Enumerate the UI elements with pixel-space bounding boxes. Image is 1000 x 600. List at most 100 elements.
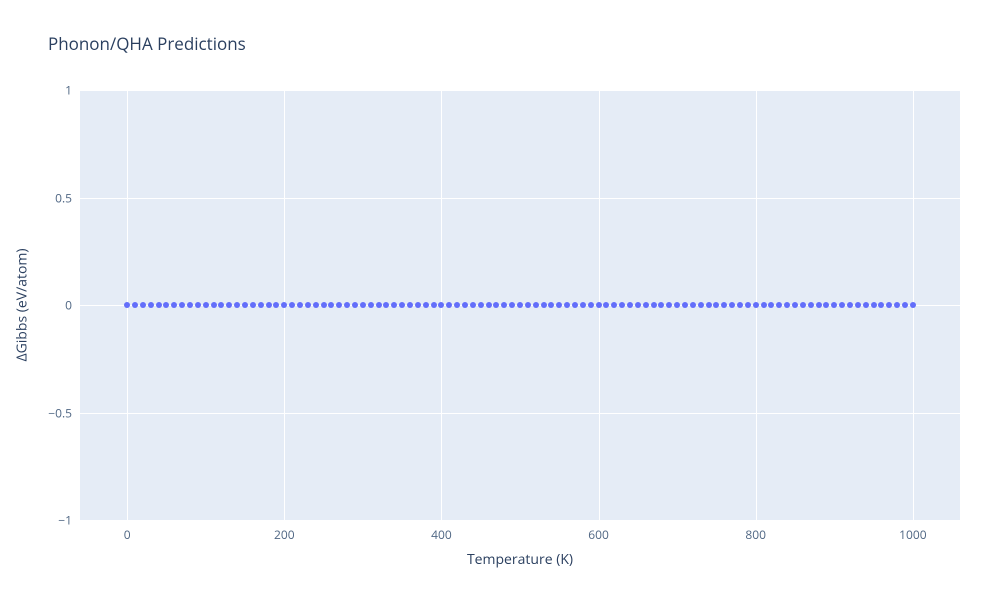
data-point[interactable]	[690, 302, 696, 308]
data-point[interactable]	[698, 302, 704, 308]
data-point[interactable]	[651, 302, 657, 308]
data-point[interactable]	[564, 302, 570, 308]
data-point[interactable]	[839, 302, 845, 308]
data-point[interactable]	[195, 302, 201, 308]
data-point[interactable]	[682, 302, 688, 308]
data-point[interactable]	[533, 302, 539, 308]
data-point[interactable]	[611, 302, 617, 308]
data-point[interactable]	[470, 302, 476, 308]
data-point[interactable]	[847, 302, 853, 308]
data-point[interactable]	[886, 302, 892, 308]
data-point[interactable]	[313, 302, 319, 308]
data-point[interactable]	[376, 302, 382, 308]
data-point[interactable]	[588, 302, 594, 308]
data-point[interactable]	[831, 302, 837, 308]
data-point[interactable]	[878, 302, 884, 308]
data-point[interactable]	[368, 302, 374, 308]
data-point[interactable]	[493, 302, 499, 308]
data-point[interactable]	[729, 302, 735, 308]
data-point[interactable]	[297, 302, 303, 308]
data-point[interactable]	[431, 302, 437, 308]
data-point[interactable]	[179, 302, 185, 308]
data-point[interactable]	[415, 302, 421, 308]
data-point[interactable]	[635, 302, 641, 308]
data-point[interactable]	[148, 302, 154, 308]
data-point[interactable]	[721, 302, 727, 308]
data-point[interactable]	[816, 302, 822, 308]
data-point[interactable]	[603, 302, 609, 308]
data-point[interactable]	[289, 302, 295, 308]
data-point[interactable]	[541, 302, 547, 308]
data-point[interactable]	[902, 302, 908, 308]
data-point[interactable]	[218, 302, 224, 308]
data-point[interactable]	[344, 302, 350, 308]
data-point[interactable]	[525, 302, 531, 308]
data-point[interactable]	[156, 302, 162, 308]
data-point[interactable]	[792, 302, 798, 308]
plot-area[interactable]	[80, 90, 960, 520]
data-point[interactable]	[352, 302, 358, 308]
data-point[interactable]	[203, 302, 209, 308]
data-point[interactable]	[258, 302, 264, 308]
data-point[interactable]	[509, 302, 515, 308]
data-point[interactable]	[823, 302, 829, 308]
data-point[interactable]	[250, 302, 256, 308]
data-point[interactable]	[910, 302, 916, 308]
data-point[interactable]	[548, 302, 554, 308]
data-point[interactable]	[871, 302, 877, 308]
data-point[interactable]	[572, 302, 578, 308]
data-point[interactable]	[140, 302, 146, 308]
data-point[interactable]	[753, 302, 759, 308]
data-point[interactable]	[855, 302, 861, 308]
data-point[interactable]	[273, 302, 279, 308]
data-point[interactable]	[761, 302, 767, 308]
data-point[interactable]	[737, 302, 743, 308]
data-point[interactable]	[745, 302, 751, 308]
data-point[interactable]	[336, 302, 342, 308]
data-point[interactable]	[446, 302, 452, 308]
data-point[interactable]	[627, 302, 633, 308]
data-point[interactable]	[486, 302, 492, 308]
data-point[interactable]	[234, 302, 240, 308]
data-point[interactable]	[211, 302, 217, 308]
data-point[interactable]	[266, 302, 272, 308]
data-point[interactable]	[124, 302, 130, 308]
data-point[interactable]	[808, 302, 814, 308]
data-point[interactable]	[305, 302, 311, 308]
data-point[interactable]	[383, 302, 389, 308]
data-point[interactable]	[596, 302, 602, 308]
data-point[interactable]	[132, 302, 138, 308]
data-point[interactable]	[706, 302, 712, 308]
data-point[interactable]	[281, 302, 287, 308]
data-point[interactable]	[784, 302, 790, 308]
data-point[interactable]	[556, 302, 562, 308]
data-point[interactable]	[328, 302, 334, 308]
data-point[interactable]	[768, 302, 774, 308]
data-point[interactable]	[399, 302, 405, 308]
data-point[interactable]	[894, 302, 900, 308]
data-point[interactable]	[800, 302, 806, 308]
data-point[interactable]	[242, 302, 248, 308]
data-point[interactable]	[171, 302, 177, 308]
data-point[interactable]	[674, 302, 680, 308]
data-point[interactable]	[619, 302, 625, 308]
data-point[interactable]	[776, 302, 782, 308]
data-point[interactable]	[321, 302, 327, 308]
data-point[interactable]	[478, 302, 484, 308]
data-point[interactable]	[391, 302, 397, 308]
data-point[interactable]	[666, 302, 672, 308]
data-point[interactable]	[580, 302, 586, 308]
data-point[interactable]	[501, 302, 507, 308]
data-point[interactable]	[658, 302, 664, 308]
data-point[interactable]	[163, 302, 169, 308]
data-point[interactable]	[438, 302, 444, 308]
data-point[interactable]	[462, 302, 468, 308]
data-point[interactable]	[360, 302, 366, 308]
data-point[interactable]	[713, 302, 719, 308]
data-point[interactable]	[454, 302, 460, 308]
data-point[interactable]	[517, 302, 523, 308]
data-point[interactable]	[423, 302, 429, 308]
data-point[interactable]	[863, 302, 869, 308]
data-point[interactable]	[643, 302, 649, 308]
data-point[interactable]	[226, 302, 232, 308]
